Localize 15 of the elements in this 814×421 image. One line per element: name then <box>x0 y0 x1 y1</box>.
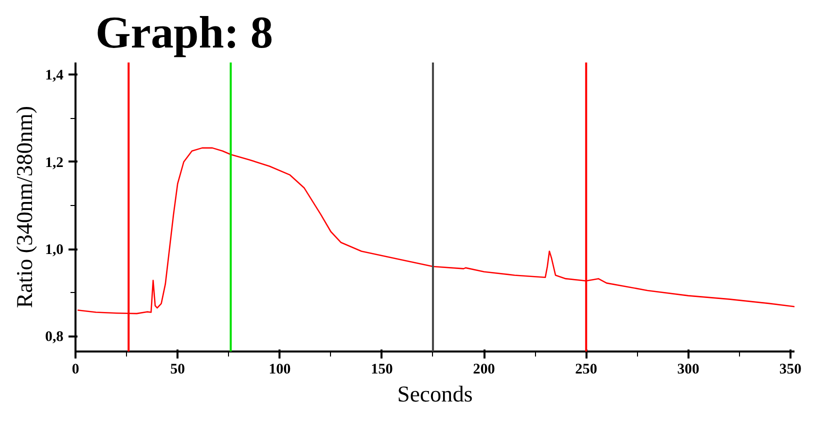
y-tick-label: 1,0 <box>45 242 64 258</box>
y-tick-label: 1,2 <box>45 154 64 171</box>
chart-title: Graph: 8 <box>96 8 274 58</box>
x-tick-label: 350 <box>779 362 802 378</box>
x-tick-label: 250 <box>575 362 598 378</box>
x-tick-label: 0 <box>72 362 80 378</box>
y-tick-label: 0,8 <box>45 329 64 346</box>
y-tick-label: 1,4 <box>45 68 64 84</box>
x-tick-label: 100 <box>268 362 291 378</box>
y-axis-title: Ratio (340nm/380nm) <box>12 106 38 308</box>
x-tick-label: 300 <box>677 362 700 378</box>
x-tick-label: 200 <box>473 362 496 378</box>
x-tick-label: 150 <box>370 362 393 378</box>
x-tick-label: 50 <box>170 362 185 378</box>
x-axis-title: Seconds <box>397 382 473 406</box>
